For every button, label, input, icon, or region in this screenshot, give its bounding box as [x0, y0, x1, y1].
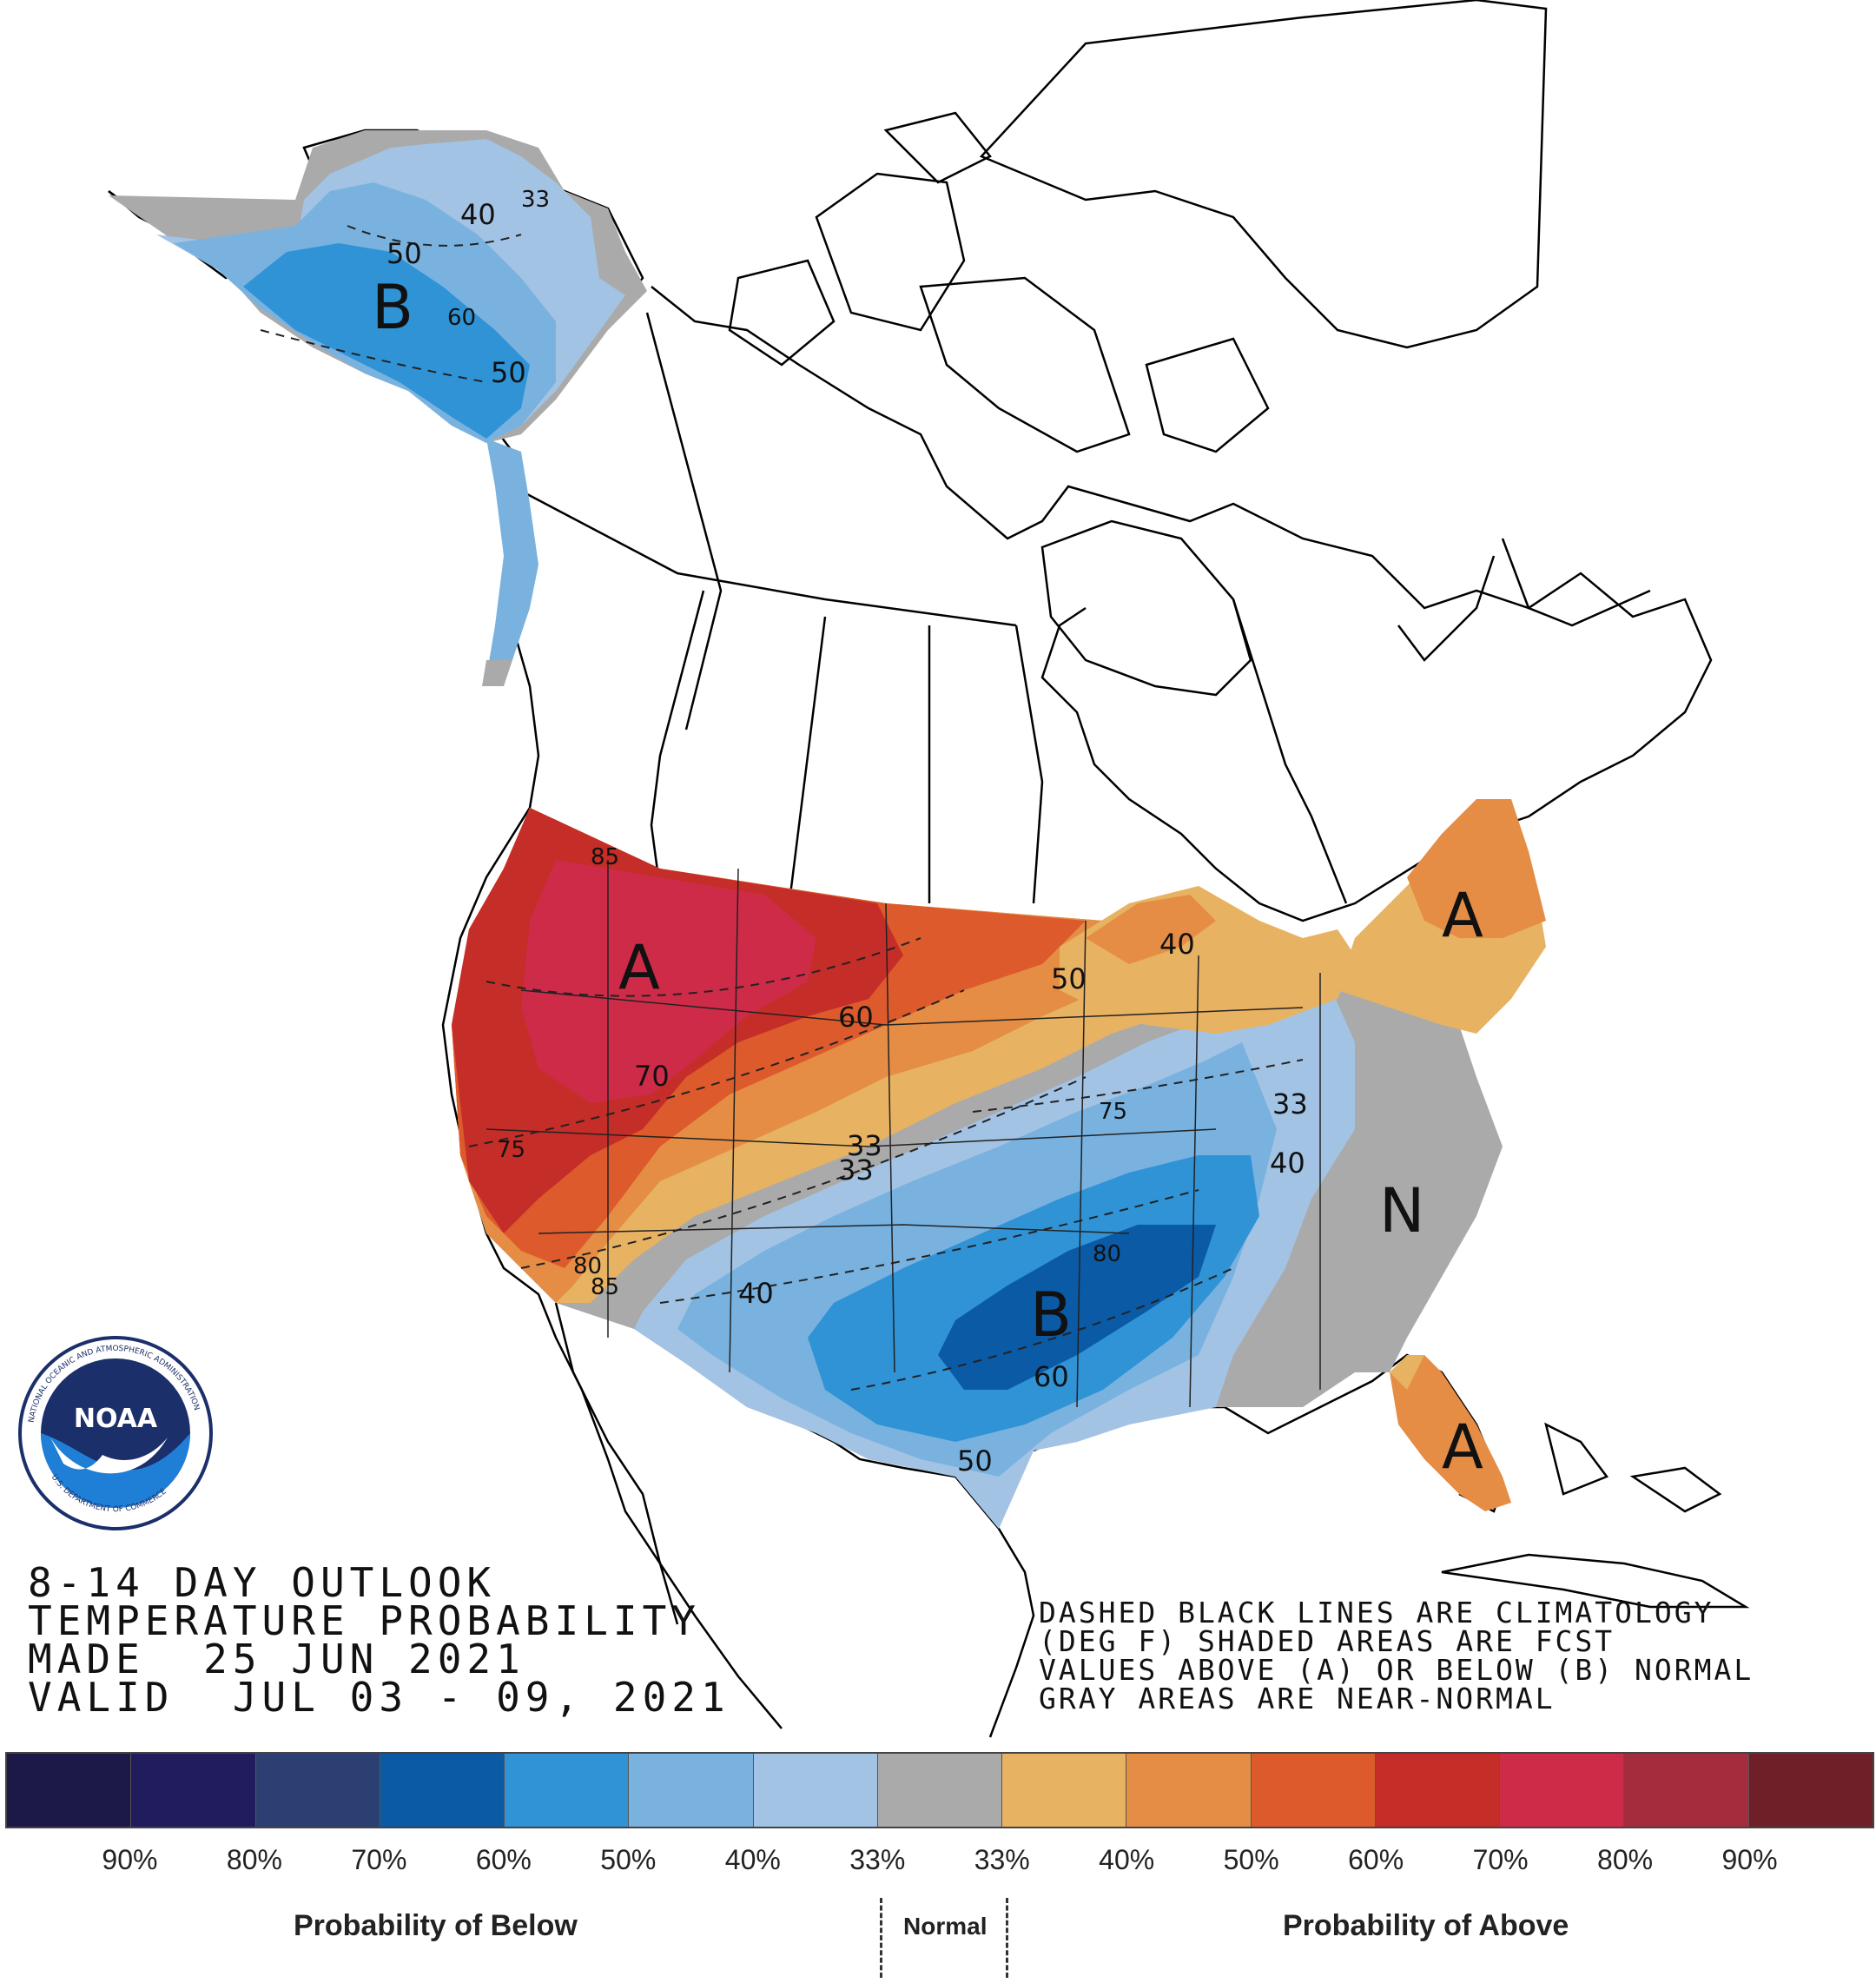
state-borders: [486, 860, 1321, 1408]
conus-shading: [452, 799, 1546, 1529]
contour-label: 60: [1034, 1360, 1069, 1393]
legend-below-label: Probability of Below: [294, 1909, 578, 1942]
noaa-logo: NOAA NATIONAL OCEANIC AND ATMOSPHERIC AD…: [18, 1336, 213, 1530]
legend-divider-left: [880, 1898, 882, 1978]
legend-swatch: [131, 1754, 256, 1827]
label-florida-a: A: [1442, 1411, 1483, 1483]
legend-tick-label: 33%: [849, 1844, 906, 1875]
label-northeast-a: A: [1442, 880, 1483, 951]
contour-label: 40: [1159, 928, 1195, 961]
note-line: DASHED BLACK LINES ARE CLIMATOLOGY: [1039, 1596, 1714, 1629]
outlook-map: B A B N A A 40 50 60 50 33 85 70 60 50 4…: [108, 0, 1750, 1738]
label-alaska-b: B: [372, 272, 413, 343]
contour-label: 33: [838, 1153, 874, 1186]
contour-label: 33: [521, 187, 550, 213]
climatology-lines: [260, 225, 1304, 1391]
contour-label: 40: [460, 198, 496, 231]
contour-label: 40: [1270, 1147, 1305, 1180]
legend-swatch: [1375, 1754, 1501, 1827]
contour-label: 80: [573, 1253, 602, 1279]
legend-swatch: [877, 1754, 1003, 1827]
title-block: 8-14 DAY OUTLOOK TEMPERATURE PROBABILITY M…: [28, 1559, 730, 1721]
legend-swatch: [7, 1754, 132, 1827]
legend-swatch: [380, 1754, 505, 1827]
legend-tick-label: 70%: [1472, 1844, 1529, 1875]
title-line: MADE 25 JUN 2021: [28, 1636, 525, 1682]
legend-tick-label: 60%: [475, 1844, 532, 1875]
legend-above-label: Probability of Above: [1283, 1909, 1569, 1942]
legend-tick-label: 90%: [1721, 1844, 1778, 1875]
contour-label: 75: [1099, 1099, 1127, 1125]
title-line: 8-14 DAY OUTLOOK: [28, 1559, 497, 1606]
legend-tick-label: 40%: [724, 1844, 781, 1875]
contour-label: 85: [591, 844, 619, 870]
contour-label: 50: [957, 1444, 993, 1477]
legend-swatch: [1126, 1754, 1252, 1827]
contour-label: 85: [591, 1274, 619, 1300]
legend-tick-label: 70%: [351, 1844, 407, 1875]
contour-label: 60: [447, 305, 476, 331]
contour-label: 60: [838, 1001, 874, 1034]
legend-tick-labels: 90% 80% 70% 60% 50% 40% 33% 33% 40% 50% 60% 70% 80% 9…: [5, 1844, 1874, 1879]
title-line: TEMPERATURE PROBABILITY: [28, 1597, 701, 1644]
note-line: VALUES ABOVE (A) OR BELOW (B) NORMAL: [1039, 1653, 1754, 1687]
legend-tick-label: 40%: [1099, 1844, 1155, 1875]
legend-tick-label: 50%: [600, 1844, 657, 1875]
legend-swatch: [1748, 1754, 1873, 1827]
legend-swatch: [753, 1754, 878, 1827]
legend-tick-label: 50%: [1223, 1844, 1279, 1875]
contour-label: 75: [497, 1137, 525, 1163]
contour-label: 33: [1272, 1087, 1308, 1120]
label-east-n: N: [1379, 1175, 1424, 1246]
noaa-logo-text: NOAA: [74, 1404, 158, 1434]
legend-swatch: [1624, 1754, 1749, 1827]
legend-tick-label: 60%: [1348, 1844, 1404, 1875]
contour-label: 33: [847, 1129, 882, 1162]
note-line: (DEG F) SHADED AREAS ARE FCST: [1039, 1624, 1615, 1658]
contour-label: 50: [491, 356, 526, 389]
legend-swatch: [505, 1754, 630, 1827]
legend-normal-label: Normal: [903, 1913, 988, 1940]
title-line: VALID JUL 03 - 09, 2021: [28, 1674, 730, 1721]
contour-label: 50: [386, 237, 422, 270]
legend-tick-label: 80%: [226, 1844, 282, 1875]
legend-tick-label: 33%: [974, 1844, 1030, 1875]
legend-swatch: [629, 1754, 754, 1827]
contour-label: 40: [738, 1277, 774, 1310]
legend-swatch: [1500, 1754, 1625, 1827]
note-line: GRAY AREAS ARE NEAR-NORMAL: [1039, 1682, 1556, 1715]
legend-swatch: [1002, 1754, 1127, 1827]
contour-label: 80: [1093, 1241, 1121, 1267]
contour-label: 50: [1051, 962, 1087, 995]
legend-color-bar: [5, 1752, 1874, 1828]
label-south-b: B: [1030, 1279, 1072, 1351]
legend-divider-right: [1006, 1898, 1008, 1978]
label-west-a: A: [618, 932, 660, 1003]
legend-swatch: [255, 1754, 380, 1827]
legend-swatch: [1251, 1754, 1376, 1827]
legend-tick-label: 90%: [102, 1844, 158, 1875]
legend-tick-label: 80%: [1597, 1844, 1654, 1875]
contour-label: 70: [634, 1060, 670, 1093]
notes-block: DASHED BLACK LINES ARE CLIMATOLOGY (DEG F…: [1039, 1598, 1754, 1713]
alaska-shading: [109, 130, 647, 686]
